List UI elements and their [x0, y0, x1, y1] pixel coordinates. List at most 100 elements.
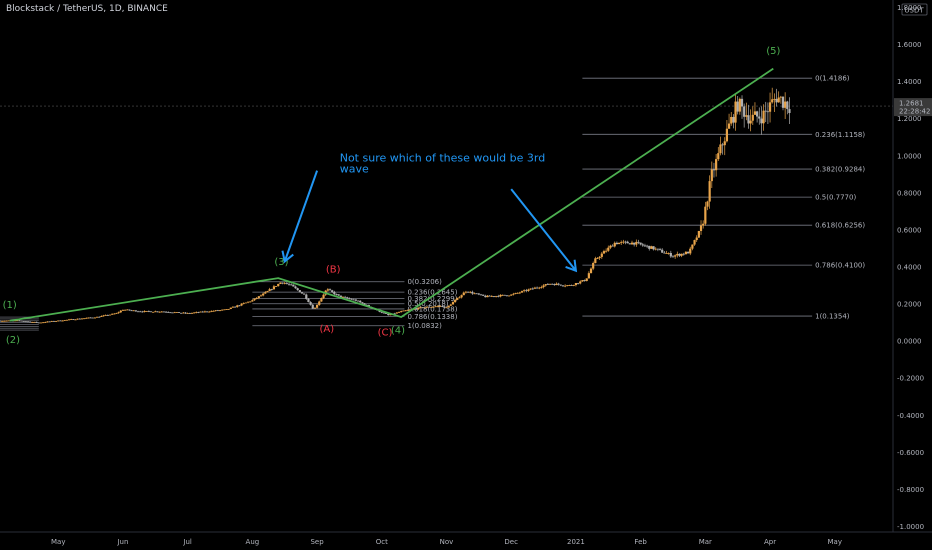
- candle-body: [85, 317, 88, 319]
- candle-body: [132, 310, 135, 312]
- candle-body: [124, 309, 127, 311]
- candle-body: [214, 310, 217, 312]
- candle-body: [126, 309, 129, 311]
- candle-body: [430, 306, 433, 308]
- candle-body: [438, 305, 442, 307]
- candle-body: [568, 285, 571, 286]
- price-axis[interactable]: USDT 1.8000 1.6000 1.4000 1.2000 1.0000 0.800…: [892, 0, 932, 532]
- candle-body: [389, 314, 392, 316]
- candle-body: [747, 115, 750, 124]
- candle-body: [113, 313, 116, 315]
- candle-body: [111, 313, 114, 315]
- candle-body: [156, 311, 159, 313]
- fib-small-level-label: 0.382(0.2299): [407, 295, 457, 303]
- candle-body: [296, 288, 299, 291]
- candle-body: [16, 320, 19, 322]
- candle-body: [143, 311, 146, 312]
- candles: [0, 87, 791, 324]
- candle-body: [246, 301, 250, 303]
- candle-body: [786, 101, 789, 110]
- candle-body: [171, 312, 174, 314]
- candle-body: [244, 302, 247, 304]
- candle-body: [337, 294, 340, 296]
- y-tick-label: 1.4000: [897, 78, 922, 86]
- candle-body: [311, 304, 314, 309]
- candle-body: [303, 293, 306, 295]
- candle-body: [622, 241, 625, 243]
- candle-body: [7, 320, 10, 322]
- candle-body: [415, 308, 418, 310]
- candle-body: [195, 312, 198, 313]
- candle-body: [76, 318, 79, 320]
- candle-body: [322, 294, 325, 299]
- candle-body: [31, 321, 34, 323]
- candle-body: [169, 312, 172, 314]
- candle-body: [257, 296, 260, 299]
- candle-body: [557, 283, 560, 285]
- candle-body: [449, 304, 452, 306]
- candle-body: [208, 311, 211, 313]
- candle-body: [486, 295, 489, 298]
- x-tick-label: Nov: [440, 538, 454, 546]
- candle-body: [512, 293, 515, 295]
- candle-body: [423, 307, 427, 309]
- candle-body: [553, 284, 556, 286]
- candle-body: [523, 290, 526, 292]
- candle-body: [758, 116, 761, 119]
- candle-body: [762, 110, 765, 124]
- wave-label: (4): [391, 326, 405, 337]
- candle-body: [50, 321, 53, 322]
- x-tick-label: May: [828, 538, 842, 546]
- x-tick-label: Oct: [376, 538, 388, 546]
- candle-body: [251, 300, 254, 302]
- candle-body: [533, 287, 537, 289]
- candle-body: [458, 297, 461, 299]
- x-tick-label: Jul: [182, 538, 192, 546]
- candle-body: [42, 322, 45, 324]
- candle-body: [158, 311, 161, 313]
- candle-body: [665, 253, 668, 255]
- candle-body: [499, 294, 502, 297]
- candle-body: [695, 237, 698, 241]
- candle-body: [561, 285, 565, 287]
- candle-body: [149, 311, 153, 313]
- candle-body: [18, 320, 21, 322]
- candle-body: [641, 244, 644, 246]
- countdown-value: 22:28:42: [899, 108, 930, 116]
- candle-body: [559, 284, 562, 286]
- y-tick-label: 0.8000: [897, 189, 922, 197]
- candle-body: [344, 296, 347, 298]
- candle-body: [277, 283, 280, 287]
- candle-body: [572, 285, 575, 286]
- candle-body: [456, 297, 459, 300]
- candle-body: [548, 283, 552, 285]
- candle-body: [193, 312, 196, 314]
- candle-body: [253, 298, 256, 301]
- candle-body: [315, 304, 319, 308]
- candle-body: [490, 296, 493, 297]
- candle-body: [1, 320, 4, 322]
- candle-body: [680, 253, 683, 256]
- candle-body: [620, 241, 623, 243]
- time-axis[interactable]: May Jun Jul Aug Sep Oct Nov Dec 2021 Feb Mar Apr May: [0, 531, 932, 550]
- candle-body: [492, 296, 496, 297]
- candle-body: [212, 310, 215, 312]
- x-tick-label: May: [51, 538, 65, 546]
- candle-body: [397, 312, 401, 313]
- wave-label: (A): [319, 324, 334, 335]
- x-tick-label: Mar: [699, 538, 712, 546]
- candle-body: [115, 313, 118, 314]
- candle-body: [760, 118, 763, 124]
- candle-body: [356, 300, 360, 302]
- y-tick-label: -1.0000: [897, 523, 924, 531]
- candle-body: [352, 299, 355, 301]
- candle-body: [635, 241, 638, 245]
- candle-body: [447, 305, 450, 308]
- candle-body: [333, 291, 336, 295]
- fib-small-level-label: 1(0.0832): [407, 322, 442, 330]
- candle-body: [551, 283, 554, 285]
- candle-body: [600, 253, 603, 257]
- candle-body: [725, 128, 729, 142]
- candle-body: [602, 251, 606, 254]
